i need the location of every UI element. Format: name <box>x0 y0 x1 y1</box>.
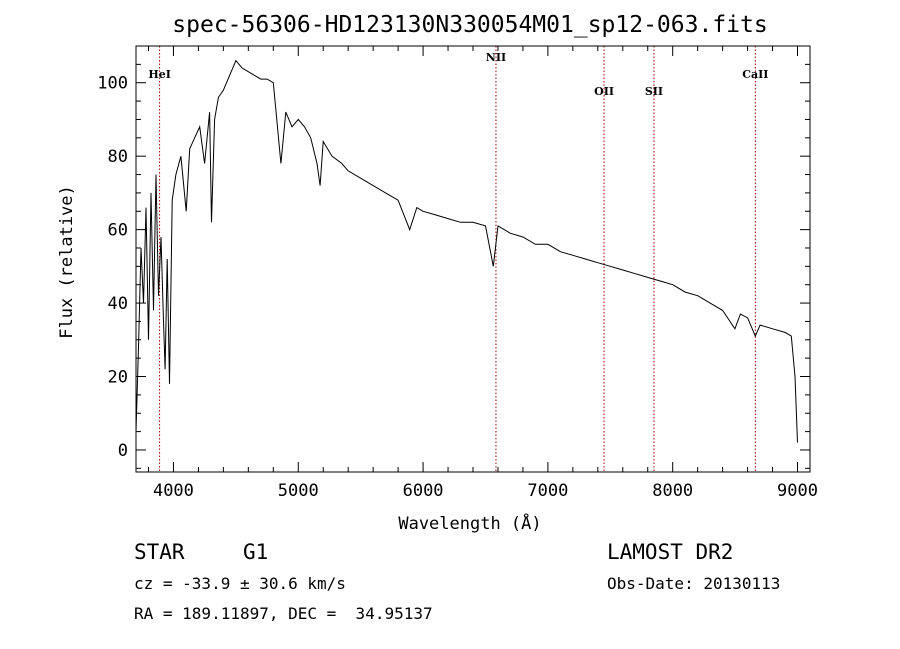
y-axis-label: Flux (relative) <box>57 185 77 339</box>
x-tick-label: 4000 <box>153 481 194 501</box>
object-class: STAR <box>134 540 185 564</box>
chart-title: spec-56306-HD123130N330054M01_sp12-063.f… <box>172 12 767 38</box>
x-tick-label: 7000 <box>527 481 568 501</box>
spectrum-chart: spec-56306-HD123130N330054M01_sp12-063.f… <box>57 12 818 534</box>
line-label-caii: CaII <box>742 68 768 81</box>
x-axis-label: Wavelength (Å) <box>398 512 541 534</box>
plot-area: HeI NII OII SII CaII 4000 5000 6000 7000 8000 9000… <box>97 45 818 501</box>
survey-name: LAMOST DR2 <box>607 540 734 564</box>
line-label-oii: OII <box>594 85 614 98</box>
x-tick-label: 6000 <box>403 481 444 501</box>
y-tick-label: 0 <box>118 441 128 461</box>
spectrum-line <box>135 59 798 443</box>
redshift-text: cz = -33.9 ± 30.6 km/s <box>134 574 346 593</box>
object-subclass: G1 <box>243 540 269 564</box>
x-tick-label: 5000 <box>278 481 319 501</box>
coordinates-text: RA = 189.11897, DEC = 34.95137 <box>134 604 433 623</box>
line-label-nii: NII <box>486 51 506 64</box>
y-tick-label: 100 <box>97 74 128 94</box>
obs-date-text: Obs-Date: 20130113 <box>607 574 781 593</box>
line-label-sii: SII <box>645 85 663 98</box>
plot-frame <box>135 45 811 473</box>
x-tick-label: 9000 <box>777 481 818 501</box>
line-label-hei: HeI <box>148 68 171 81</box>
x-tick-label: 8000 <box>652 481 693 501</box>
y-tick-label: 20 <box>108 368 128 388</box>
y-tick-label: 40 <box>108 294 128 314</box>
y-tick-label: 60 <box>108 221 128 241</box>
y-tick-label: 80 <box>108 147 128 167</box>
